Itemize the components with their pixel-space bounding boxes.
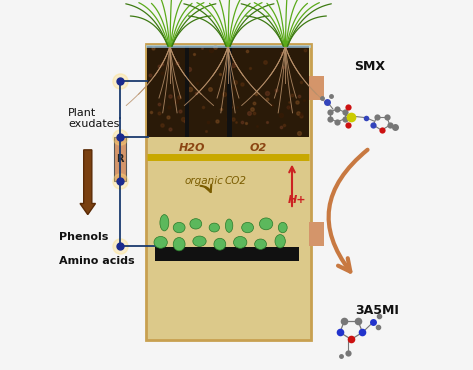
Ellipse shape	[242, 222, 254, 233]
Bar	[155, 247, 299, 261]
Ellipse shape	[160, 215, 169, 231]
Ellipse shape	[173, 238, 185, 251]
Text: Amino acids: Amino acids	[59, 256, 134, 266]
Bar	[309, 76, 324, 100]
Ellipse shape	[173, 222, 185, 233]
Ellipse shape	[275, 235, 285, 248]
Text: H+: H+	[288, 195, 306, 205]
Ellipse shape	[254, 239, 266, 249]
Ellipse shape	[278, 222, 287, 233]
Ellipse shape	[214, 238, 226, 250]
Text: O2: O2	[249, 143, 267, 153]
Ellipse shape	[209, 223, 219, 232]
Text: organic: organic	[184, 176, 224, 186]
FancyBboxPatch shape	[146, 44, 310, 340]
Text: SMX: SMX	[354, 60, 385, 73]
Bar	[147, 46, 309, 137]
Bar	[114, 137, 125, 181]
Text: Plant
exudates: Plant exudates	[68, 108, 120, 129]
Ellipse shape	[154, 236, 167, 248]
Text: H2O: H2O	[179, 143, 206, 153]
Text: CO2: CO2	[225, 176, 246, 186]
Ellipse shape	[234, 236, 247, 248]
Text: Phenols: Phenols	[59, 232, 108, 242]
FancyArrow shape	[80, 150, 96, 215]
Text: R: R	[116, 154, 124, 164]
Bar	[227, 46, 232, 137]
Ellipse shape	[193, 236, 206, 246]
Ellipse shape	[190, 219, 201, 229]
Text: 3A5MI: 3A5MI	[355, 304, 399, 317]
Ellipse shape	[226, 219, 233, 232]
Bar	[309, 222, 324, 246]
Bar	[184, 46, 189, 137]
Ellipse shape	[259, 218, 273, 230]
